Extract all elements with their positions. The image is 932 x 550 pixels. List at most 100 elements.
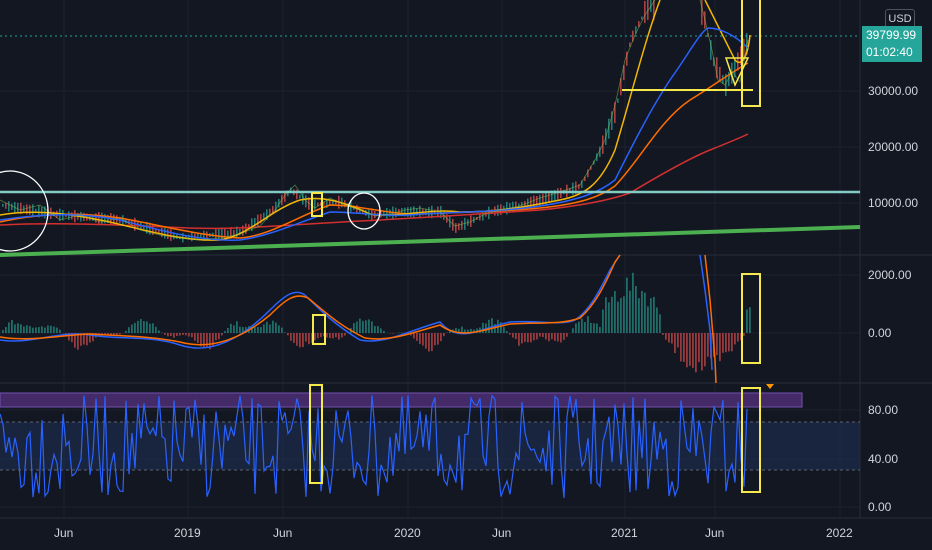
candle — [245, 223, 247, 234]
candle — [620, 78, 622, 96]
candle — [317, 202, 319, 206]
macd-histogram-bar — [701, 333, 703, 371]
candle — [230, 227, 232, 239]
candle — [404, 207, 406, 217]
macd-histogram-bar — [614, 291, 616, 333]
macd-histogram-bar — [623, 296, 625, 333]
candle — [455, 223, 457, 233]
candle — [728, 72, 730, 87]
time-axis-label: Jun — [54, 526, 73, 540]
annotation-box-macd-1[interactable] — [312, 314, 326, 345]
macd-histogram-bar — [119, 333, 121, 335]
macd-histogram-bar — [743, 333, 745, 336]
macd-histogram-bar — [677, 333, 679, 348]
macd-histogram-bar — [416, 333, 418, 341]
candle — [512, 201, 514, 212]
macd-histogram-bar — [29, 326, 31, 333]
price-axis[interactable]: 30000.00 20000.00 10000.00 — [868, 84, 918, 210]
price-axis-label: 10000.00 — [868, 196, 918, 210]
macd-histogram-bar — [2, 329, 4, 333]
candle — [548, 191, 550, 203]
macd-histogram-bar — [563, 333, 565, 340]
candle — [185, 235, 187, 240]
macd-histogram-bar — [467, 329, 469, 333]
macd-histogram-bar — [362, 320, 364, 333]
macd-histogram-bar — [83, 333, 85, 345]
rsi-pane[interactable] — [0, 384, 860, 499]
time-axis-label: Jun — [492, 526, 511, 540]
candle — [104, 213, 106, 224]
macd-histogram-bar — [692, 333, 694, 368]
annotation-box-rsi-2[interactable] — [741, 387, 761, 493]
candle — [161, 227, 163, 237]
candle — [323, 201, 325, 206]
macd-histogram-bar — [134, 322, 136, 333]
macd-pane[interactable] — [0, 254, 761, 384]
candle — [464, 217, 466, 230]
macd-histogram-bar — [422, 333, 424, 346]
time-axis[interactable]: Jun 2019 Jun 2020 Jun 2021 Jun 2022 — [54, 526, 853, 540]
macd-histogram-bar — [53, 326, 55, 333]
candle — [587, 169, 589, 178]
annotation-ellipse-1[interactable] — [0, 170, 49, 252]
candle — [242, 225, 244, 236]
macd-histogram-bar — [323, 333, 325, 337]
candle — [143, 224, 145, 230]
candle — [224, 228, 226, 239]
macd-histogram-bar — [338, 333, 340, 340]
annotation-ellipse-2[interactable] — [347, 192, 381, 230]
macd-histogram-bar — [221, 333, 223, 336]
macd-histogram-bar — [152, 323, 154, 333]
macd-histogram-bar — [731, 333, 733, 352]
macd-histogram-bar — [47, 325, 49, 333]
support-trendline[interactable] — [0, 225, 861, 257]
macd-histogram-bar — [23, 326, 25, 333]
candle — [584, 176, 586, 182]
macd-histogram-bar — [20, 324, 22, 333]
alert-marker-icon[interactable] — [766, 384, 774, 389]
candle — [389, 209, 391, 217]
macd-histogram-bar — [716, 333, 718, 356]
candle — [20, 202, 22, 214]
annotation-box-price-2[interactable] — [741, 0, 761, 107]
macd-histogram-bar — [251, 326, 253, 333]
macd-histogram-bar — [638, 298, 640, 333]
macd-histogram-bar — [230, 323, 232, 333]
candle — [614, 102, 616, 123]
macd-histogram-bar — [530, 333, 532, 343]
annotation-box-price-1[interactable] — [311, 192, 323, 217]
macd-histogram-bar — [605, 297, 607, 333]
macd-histogram-bar — [77, 333, 79, 350]
rsi-axis[interactable]: 80.00 40.00 0.00 — [868, 403, 898, 514]
macd-histogram-bar — [470, 328, 472, 333]
candle — [188, 234, 190, 240]
currency-badge[interactable]: USD — [885, 9, 915, 29]
macd-histogram-bar — [704, 333, 706, 367]
macd-histogram-bar — [203, 333, 205, 349]
candle — [326, 198, 328, 208]
macd-histogram — [2, 272, 751, 373]
macd-histogram-bar — [392, 333, 394, 334]
macd-axis[interactable]: 2000.00 0.00 — [868, 268, 912, 340]
candle — [713, 57, 715, 67]
annotation-box-rsi-1[interactable] — [309, 384, 323, 484]
price-pane[interactable] — [0, 0, 861, 257]
candle — [197, 233, 199, 239]
macd-histogram-bar — [341, 333, 343, 338]
candle — [581, 180, 583, 189]
macd-histogram-bar — [32, 327, 34, 333]
candle — [284, 191, 286, 202]
price-axis-label: 30000.00 — [868, 84, 918, 98]
macd-histogram-bar — [101, 333, 103, 335]
macd-histogram-bar — [11, 319, 13, 333]
macd-histogram-bar — [344, 333, 346, 336]
candle — [299, 194, 301, 199]
candle — [278, 198, 280, 208]
candle — [539, 194, 541, 206]
macd-histogram-bar — [461, 326, 463, 333]
macd-histogram-bar — [620, 298, 622, 333]
annotation-box-macd-2[interactable] — [741, 273, 761, 364]
macd-histogram-bar — [149, 323, 151, 333]
candle — [569, 187, 571, 192]
